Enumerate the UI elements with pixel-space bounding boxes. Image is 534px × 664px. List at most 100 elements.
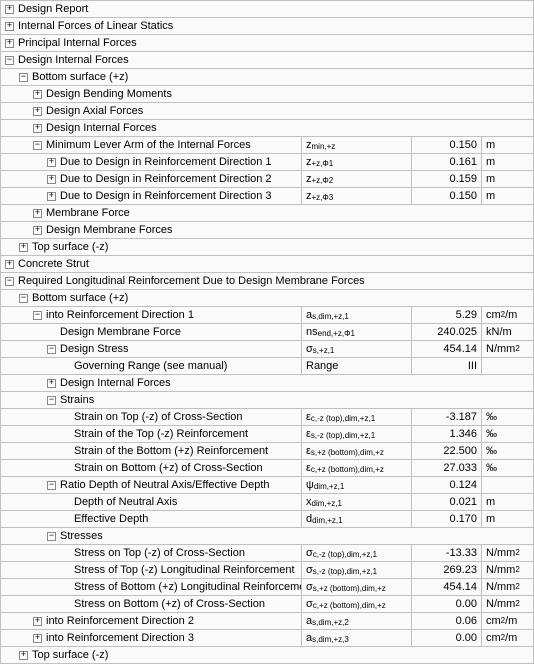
unit-cell: N/mm2 [481,545,533,561]
tree-row[interactable]: Strain of the Top (-z) Reinforcementεs,-… [1,426,533,443]
tree-row[interactable]: Design Membrane Forcensend,+z,Φ1240.025k… [1,324,533,341]
expand-icon[interactable]: + [47,192,56,201]
collapse-icon[interactable]: − [19,73,28,82]
unit-cell: cm2/m [481,613,533,629]
symbol-cell: z +z,Φ1 [301,154,411,170]
tree-row[interactable]: −Required Longitudinal Reinforcement Due… [1,273,533,290]
value-cell: 0.161 [411,154,481,170]
expand-icon[interactable]: + [33,226,42,235]
tree-row[interactable]: +Due to Design in Reinforcement Directio… [1,171,533,188]
collapse-icon[interactable]: − [19,294,28,303]
symbol-cell: z +z,Φ2 [301,171,411,187]
row-label: Bottom surface (+z) [32,292,128,304]
expand-icon[interactable]: + [5,39,14,48]
tree-row[interactable]: Effective Depthddim,+z,10.170m [1,511,533,528]
tree-row[interactable]: Stress on Top (-z) of Cross-Sectionσc,-z… [1,545,533,562]
expand-icon[interactable]: + [5,5,14,14]
tree-row[interactable]: Strain on Bottom (+z) of Cross-Sectionεc… [1,460,533,477]
expand-icon[interactable]: + [33,124,42,133]
value-cell: 5.29 [411,307,481,323]
tree-row[interactable]: Strain on Top (-z) of Cross-Sectionεc,-z… [1,409,533,426]
unit-cell: m [481,154,533,170]
expand-icon[interactable]: + [47,175,56,184]
tree-row[interactable]: −Strains [1,392,533,409]
tree-row[interactable]: +Design Report [1,1,533,18]
expand-icon[interactable]: + [33,90,42,99]
tree-row[interactable]: Stress of Top (-z) Longitudinal Reinforc… [1,562,533,579]
symbol-cell: εc,+z (bottom),dim,+z [301,460,411,476]
value-cell: 1.346 [411,426,481,442]
row-label: Stresses [60,530,103,542]
tree-row[interactable]: +Top surface (-z) [1,239,533,256]
tree-row[interactable]: + Design Membrane Forces [1,222,533,239]
expand-icon[interactable]: + [33,617,42,626]
tree-row[interactable]: Depth of Neutral Axisxdim,+z,10.021m [1,494,533,511]
row-label: Required Longitudinal Reinforcement Due … [18,275,365,287]
tree-row[interactable]: +Internal Forces of Linear Statics [1,18,533,35]
symbol-cell: σs,-z (top),dim,+z,1 [301,562,411,578]
tree-row[interactable]: +Membrane Force [1,205,533,222]
tree-row[interactable]: +Principal Internal Forces [1,35,533,52]
row-label: Design Internal Forces [46,122,157,134]
tree-row[interactable]: −Design Internal Forces [1,52,533,69]
row-label-cell: +Membrane Force [1,205,533,221]
collapse-icon[interactable]: − [5,277,14,286]
tree-row[interactable]: +Concrete Strut [1,256,533,273]
collapse-icon[interactable]: − [47,481,56,490]
row-label-cell: Strain on Top (-z) of Cross-Section [1,409,301,425]
tree-row[interactable]: +into Reinforcement Direction 3as,dim,+z… [1,630,533,647]
symbol-cell: σc,+z (bottom),dim,+z [301,596,411,612]
collapse-icon[interactable]: − [33,141,42,150]
row-label: Due to Design in Reinforcement Direction… [60,156,272,168]
tree-row[interactable]: −Bottom surface (+z) [1,69,533,86]
tree-row[interactable]: −Bottom surface (+z) [1,290,533,307]
tree-row[interactable]: +Design Axial Forces [1,103,533,120]
expand-icon[interactable]: + [33,209,42,218]
tree-row[interactable]: Governing Range (see manual)RangeIII [1,358,533,375]
tree-row[interactable]: −Stresses [1,528,533,545]
tree-row[interactable]: Stress of Bottom (+z) Longitudinal Reinf… [1,579,533,596]
collapse-icon[interactable]: − [5,56,14,65]
row-label: Design Internal Forces [60,377,171,389]
row-label-cell: +Concrete Strut [1,256,533,272]
symbol-cell: as,dim,+z,2 [301,613,411,629]
symbol-cell: xdim,+z,1 [301,494,411,510]
tree-row[interactable]: +Due to Design in Reinforcement Directio… [1,188,533,205]
expand-icon[interactable]: + [47,158,56,167]
tree-row[interactable]: +into Reinforcement Direction 2as,dim,+z… [1,613,533,630]
tree-row[interactable]: −into Reinforcement Direction 1as,dim,+z… [1,307,533,324]
collapse-icon[interactable]: − [33,311,42,320]
value-cell: 0.150 [411,188,481,204]
expand-icon[interactable]: + [19,243,28,252]
tree-row[interactable]: + Design Internal Forces [1,375,533,392]
collapse-icon[interactable]: − [47,396,56,405]
unit-cell: ‰ [481,426,533,442]
tree-row[interactable]: −Ratio Depth of Neutral Axis/Effective D… [1,477,533,494]
tree-row[interactable]: +Top surface (-z) [1,647,533,664]
expand-icon[interactable]: + [33,107,42,116]
tree-row[interactable]: Strain of the Bottom (+z) Reinforcementε… [1,443,533,460]
row-label-cell: +into Reinforcement Direction 3 [1,630,301,646]
symbol-cell: εs,-z (top),dim,+z,1 [301,426,411,442]
expand-icon[interactable]: + [5,22,14,31]
row-label-cell: +Due to Design in Reinforcement Directio… [1,188,301,204]
expand-icon[interactable]: + [33,634,42,643]
tree-row[interactable]: Stress on Bottom (+z) of Cross-Sectionσc… [1,596,533,613]
unit-cell: m [481,171,533,187]
tree-row[interactable]: + Design Internal Forces [1,120,533,137]
row-label: Design Membrane Forces [46,224,173,236]
expand-icon[interactable]: + [19,651,28,660]
row-label-cell: −into Reinforcement Direction 1 [1,307,301,323]
row-label: Depth of Neutral Axis [74,496,177,508]
expand-icon[interactable]: + [5,260,14,269]
tree-row[interactable]: + Due to Design in Reinforcement Directio… [1,154,533,171]
value-cell: 269.23 [411,562,481,578]
collapse-icon[interactable]: − [47,532,56,541]
collapse-icon[interactable]: − [47,345,56,354]
tree-row[interactable]: −Minimum Lever Arm of the Internal Force… [1,137,533,154]
tree-row[interactable]: −Design Stressσs,+z,1454.14N/mm2 [1,341,533,358]
expand-icon[interactable]: + [47,379,56,388]
symbol-cell: z +z,Φ3 [301,188,411,204]
row-label-cell: +Design Report [1,1,533,17]
tree-row[interactable]: +Design Bending Moments [1,86,533,103]
